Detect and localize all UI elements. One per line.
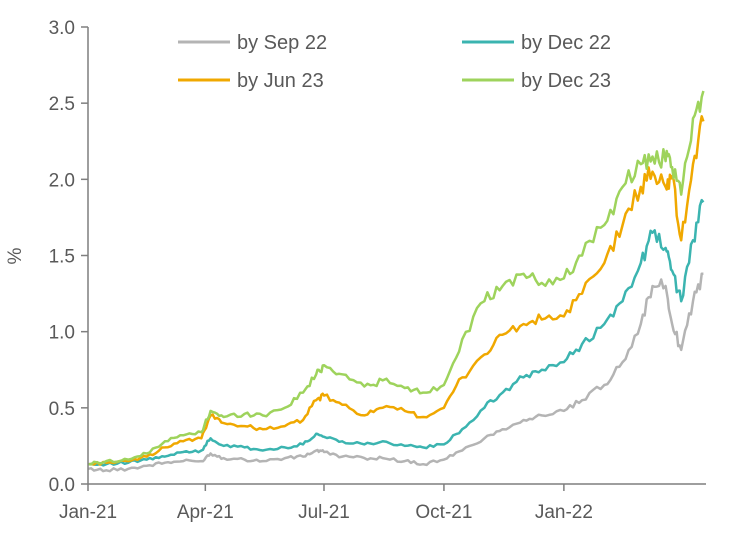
y-tick-label: 2.5	[49, 94, 75, 115]
y-axis-ticks: 0.0 0.5 1.0 1.5 2.0 2.5 3.0	[49, 18, 88, 496]
x-tick-label: Apr-21	[177, 502, 234, 523]
y-tick-label: 2.0	[49, 170, 75, 191]
legend-label: by Dec 23	[521, 70, 611, 92]
legend-label: by Jun 23	[237, 70, 324, 92]
y-tick-label: 0.5	[49, 399, 75, 420]
legend-label: by Sep 22	[237, 32, 327, 54]
y-axis-label: %	[5, 247, 26, 264]
y-tick-label: 3.0	[49, 18, 75, 39]
x-tick-label: Jan-22	[535, 502, 593, 523]
x-tick-label: Jul-21	[298, 502, 350, 523]
x-tick-label: Jan-21	[59, 502, 117, 523]
series-line-by-dec-22	[87, 198, 705, 467]
y-tick-label: 0.0	[49, 475, 75, 496]
series-lines	[87, 90, 705, 473]
y-tick-label: 1.5	[49, 247, 75, 268]
x-tick-label: Oct-21	[415, 502, 472, 523]
series-line-by-dec-23	[87, 90, 705, 466]
series-line-by-sep-22	[87, 272, 704, 473]
y-tick-label: 1.0	[49, 323, 75, 344]
x-axis-ticks: Jan-21 Apr-21 Jul-21 Oct-21 Jan-22	[59, 484, 593, 523]
legend-label: by Dec 22	[521, 32, 611, 54]
series-line-by-jun-23	[87, 115, 705, 466]
legend: by Sep 22 by Dec 22 by Jun 23 by Dec 23	[178, 32, 611, 92]
